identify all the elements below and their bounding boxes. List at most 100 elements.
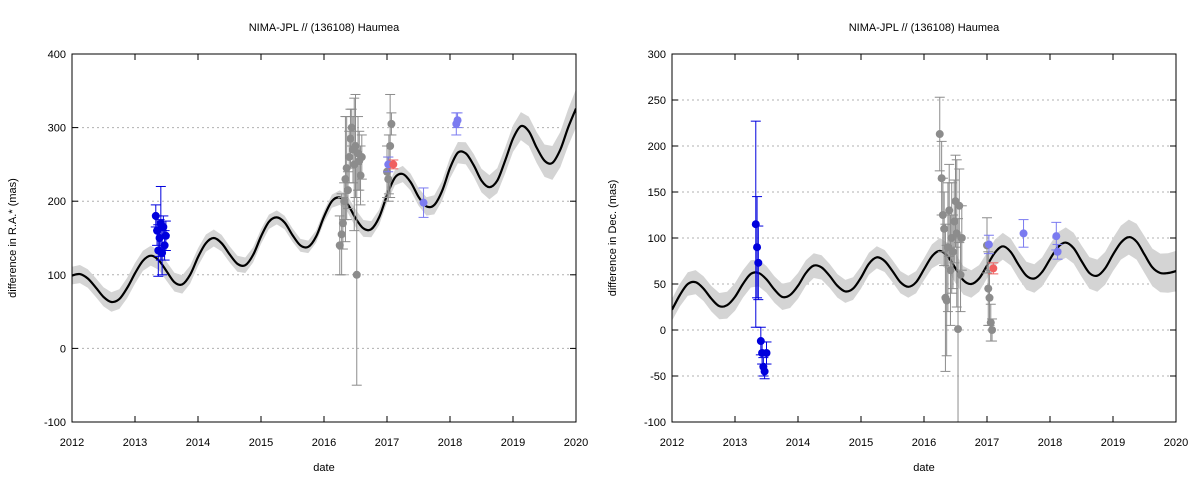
data-point bbox=[386, 112, 397, 136]
marker bbox=[351, 142, 360, 150]
data-point bbox=[1051, 221, 1062, 251]
marker bbox=[357, 153, 366, 162]
marker bbox=[159, 222, 168, 231]
data-point bbox=[985, 303, 996, 342]
x-tick-label: 2014 bbox=[786, 437, 810, 449]
data-point bbox=[337, 197, 348, 250]
marker bbox=[419, 198, 428, 207]
marker bbox=[756, 337, 765, 346]
marker bbox=[956, 270, 965, 279]
x-tick-label: 2015 bbox=[849, 437, 873, 449]
marker bbox=[1052, 232, 1061, 241]
data-point bbox=[418, 187, 429, 218]
marker bbox=[950, 217, 959, 226]
y-tick-label: 100 bbox=[48, 270, 66, 282]
data-point bbox=[388, 159, 399, 170]
x-tick-label: 2014 bbox=[186, 437, 210, 449]
marker bbox=[753, 243, 762, 252]
marker bbox=[947, 234, 956, 242]
marker bbox=[762, 349, 771, 357]
x-tick-label: 2019 bbox=[1101, 437, 1125, 449]
data-point bbox=[988, 262, 999, 275]
y-tick-label: -50 bbox=[650, 371, 666, 383]
x-tick-label: 2020 bbox=[564, 437, 588, 449]
data-point bbox=[342, 171, 353, 210]
x-tick-label: 2016 bbox=[312, 437, 336, 449]
data-point bbox=[945, 214, 956, 326]
y-tick-label: -100 bbox=[44, 417, 66, 429]
y-tick-label: 0 bbox=[660, 325, 666, 337]
y-tick-label: 300 bbox=[48, 123, 66, 135]
data-point bbox=[750, 120, 761, 328]
x-axis-label: date bbox=[313, 462, 334, 474]
marker bbox=[1019, 229, 1028, 238]
data-point bbox=[761, 341, 772, 365]
plot-area bbox=[72, 89, 576, 386]
data-point bbox=[942, 182, 953, 313]
data-point bbox=[934, 96, 945, 172]
marker bbox=[356, 171, 365, 180]
x-tick-label: 2012 bbox=[660, 437, 684, 449]
x-tick-label: 2013 bbox=[723, 437, 747, 449]
y-tick-label: 200 bbox=[648, 141, 666, 153]
data-point bbox=[753, 225, 764, 301]
x-tick-label: 2016 bbox=[912, 437, 936, 449]
data-point bbox=[340, 116, 351, 243]
data-point bbox=[949, 179, 960, 264]
x-tick-label: 2019 bbox=[501, 437, 525, 449]
marker bbox=[942, 296, 951, 305]
y-tick-label: 200 bbox=[48, 196, 66, 208]
data-point bbox=[983, 234, 994, 255]
marker bbox=[984, 240, 993, 249]
data-point bbox=[160, 220, 171, 252]
plot-area bbox=[672, 96, 1176, 422]
x-tick-label: 2017 bbox=[375, 437, 399, 449]
marker bbox=[343, 186, 352, 195]
data-point bbox=[351, 163, 362, 386]
marker bbox=[952, 229, 961, 238]
marker bbox=[1053, 247, 1062, 256]
data-point bbox=[452, 112, 463, 129]
marker bbox=[340, 197, 349, 206]
marker bbox=[754, 258, 763, 267]
marker bbox=[337, 230, 346, 239]
y-tick-label: 400 bbox=[48, 49, 66, 61]
plot-frame bbox=[671, 53, 1177, 423]
marker bbox=[935, 130, 944, 139]
y-tick-label: 50 bbox=[654, 279, 666, 291]
marker bbox=[341, 175, 350, 184]
data-point bbox=[752, 196, 763, 299]
chart-title: NIMA-JPL // (136108) Haumea bbox=[849, 22, 1000, 34]
marker bbox=[338, 219, 347, 228]
y-tick-label: 100 bbox=[648, 233, 666, 245]
marker bbox=[946, 266, 955, 275]
y-axis-label: difference in Dec. (mas) bbox=[607, 180, 619, 297]
data-point bbox=[356, 134, 367, 180]
data-point bbox=[350, 93, 361, 199]
model-curve bbox=[672, 235, 1176, 311]
x-tick-label: 2012 bbox=[60, 437, 84, 449]
chart-panel-1: -100 0 100 200 300 400 2012 2013 2014 2015 2016 201… bbox=[7, 22, 588, 474]
y-tick-label: 0 bbox=[60, 343, 66, 355]
marker bbox=[453, 116, 462, 125]
x-axis-label: date bbox=[913, 462, 934, 474]
model-curve bbox=[72, 108, 576, 304]
x-tick-label: 2018 bbox=[438, 437, 462, 449]
marker bbox=[389, 160, 398, 169]
data-point bbox=[1052, 243, 1063, 260]
y-tick-label: 150 bbox=[648, 187, 666, 199]
marker bbox=[347, 123, 356, 132]
x-tick-label: 2015 bbox=[249, 437, 273, 449]
chart-panel-2: -100 -50 0 50 100 150 200 250 300 2012 2013 2014 201… bbox=[607, 22, 1188, 474]
marker bbox=[161, 231, 170, 240]
y-axis-label: difference in R.A.* (mas) bbox=[7, 178, 19, 298]
data-point bbox=[955, 237, 966, 313]
data-point bbox=[987, 318, 998, 342]
marker bbox=[153, 226, 162, 235]
marker bbox=[945, 206, 954, 215]
marker bbox=[386, 142, 395, 150]
y-tick-label: 250 bbox=[648, 95, 666, 107]
marker bbox=[989, 264, 998, 273]
y-tick-label: -100 bbox=[644, 417, 666, 429]
